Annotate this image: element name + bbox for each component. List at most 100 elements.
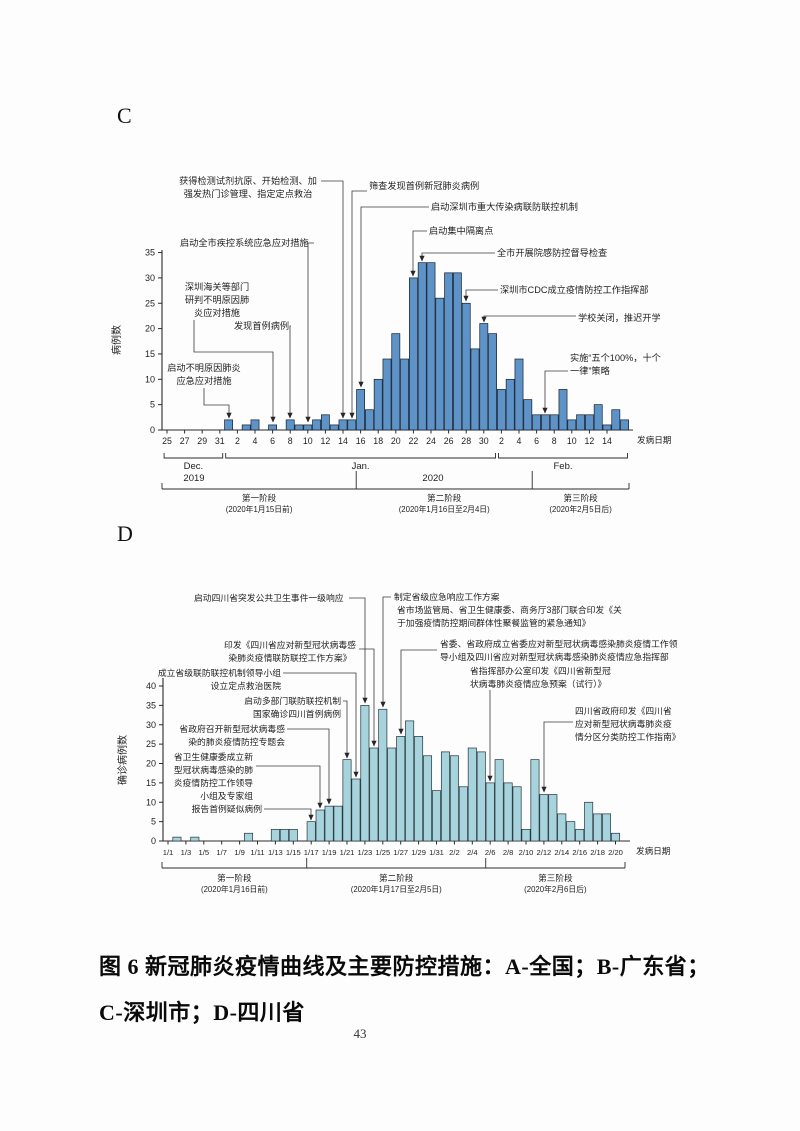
annotation-connector [349, 597, 366, 703]
annotation-text: 实施“五个100%，十个 [570, 352, 661, 363]
bar [567, 419, 577, 431]
caption-line-1: 图 6 新冠肺炎疫情曲线及主要防控措施：A-全国；B-广东省； [99, 954, 710, 979]
x-tick-label: 20 [391, 436, 401, 446]
arrowhead-icon [344, 752, 350, 759]
annotation-text: 启动全市疾控系统应急应对措施 [180, 237, 309, 248]
x-tick-label: 2/8 [503, 848, 514, 857]
bar [244, 832, 254, 842]
bar [575, 829, 585, 842]
x-tick-label: 1/27 [393, 848, 408, 857]
bar [485, 782, 495, 842]
bar [423, 755, 433, 842]
annotation-connector [382, 596, 391, 707]
bar [360, 705, 370, 842]
y-tick-label: 10 [146, 797, 156, 807]
bar [288, 829, 298, 842]
annotation-text: 研判不明原因肺 [185, 294, 249, 305]
bar [514, 358, 524, 431]
annotation-connector [289, 325, 291, 418]
annotation-text: 启动四川省突发公共卫生事件一级响应 [194, 592, 344, 603]
arrowhead-icon [419, 255, 425, 262]
y-tick-label: 0 [150, 425, 155, 435]
annotation-text: 深圳海关等部门 [185, 281, 249, 292]
annotation-text: 省政府召开新型冠状病毒感 [179, 723, 285, 734]
y-axis-label: 确诊病例数 [116, 735, 129, 785]
bar [476, 751, 486, 842]
bar [409, 277, 418, 431]
x-tick-label: 10 [567, 436, 577, 446]
bar [539, 794, 549, 842]
bar [378, 708, 388, 842]
x-tick-label: 12 [585, 436, 595, 446]
annotation-connector [321, 180, 344, 418]
bar [602, 424, 612, 431]
bar [602, 813, 612, 842]
y-axis-label: 病例数 [110, 325, 123, 355]
y-tick-label: 15 [145, 349, 155, 359]
annotation-connector [203, 388, 230, 418]
arrowhead-icon [340, 412, 346, 419]
bar [279, 829, 289, 842]
annotation-connector [543, 721, 573, 792]
x-tick-label: 8 [288, 436, 293, 446]
bar [503, 782, 513, 842]
bar [400, 358, 409, 431]
x-tick-label: 27 [180, 436, 190, 446]
arrowhead-icon [317, 802, 323, 809]
annotation-text: 应急应对措施 [176, 375, 231, 386]
x-tick-label: 1/31 [429, 848, 444, 857]
x-tick-label: 1/7 [216, 848, 227, 857]
annotation-text: 省市场监管局、省卫生健康委、商务厅3部门联合印发《关 [397, 604, 622, 615]
bar [241, 424, 251, 431]
y-tick-label: 25 [145, 298, 155, 308]
annotation-connector [283, 672, 357, 777]
page-number: 43 [353, 1026, 367, 1041]
x-tick-label: 2/14 [554, 848, 569, 857]
chart-sichuan: 0 5 10 15 20 25 30 35 40 确诊病例数 1/1 1/3 1/5 1/7 1/9 1/11… [116, 591, 681, 894]
y-tick-label: 10 [145, 374, 155, 384]
x-tick-label: 1/1 [163, 848, 174, 857]
stage-label: 第一阶段 [242, 492, 277, 503]
y-tick-label: 40 [146, 681, 156, 691]
bar [558, 389, 568, 431]
x-tick-label: 1/25 [375, 848, 390, 857]
annotation-connector [343, 700, 348, 758]
bar [566, 821, 576, 842]
stage-dates: (2020年1月16日前) [201, 884, 268, 894]
x-tick-label: 10 [303, 436, 313, 446]
bar [444, 272, 453, 431]
bar [557, 813, 567, 842]
x-tick-label: 16 [356, 436, 366, 446]
annotation-text: 制定省级应急响应工作方案 [394, 591, 500, 602]
bar [294, 424, 304, 431]
x-tick-label: 2/4 [467, 848, 478, 857]
annotation-connector [287, 728, 330, 804]
annotation-text: 全市开展院感防控督导检查 [497, 247, 607, 258]
annotation-text: 四川省政府印发《四川省 [575, 705, 672, 716]
bar [432, 790, 441, 842]
annotation-connector [465, 289, 498, 301]
x-tick-label: 1/11 [250, 848, 264, 857]
arrowhead-icon [349, 412, 355, 419]
arrowhead-icon [305, 416, 311, 423]
x-tick-label: 29 [197, 436, 207, 446]
x-tick-label: 2/16 [572, 848, 587, 857]
annotation-text: 染肺炎疫情联防联控工作方案》 [228, 652, 351, 663]
arrowhead-icon [287, 412, 293, 419]
annotation-text: 印发《四川省应对新型冠状病毒感 [224, 639, 356, 650]
stage-label: 第二阶段 [379, 872, 414, 883]
x-axis-label: 发病日期 [636, 845, 670, 856]
bar [333, 805, 343, 842]
annotation-text: 深圳市CDC成立疫情防控工作指挥部 [500, 284, 649, 295]
x-tick-label: 12 [321, 436, 331, 446]
x-tick-label: 4 [253, 436, 258, 446]
y-tick-label: 35 [146, 700, 156, 710]
arrowhead-icon [326, 798, 332, 805]
bar [521, 829, 531, 842]
x-tick-label: 2/18 [590, 848, 605, 857]
bar [356, 389, 365, 431]
bar [512, 786, 522, 842]
annotation-connector [421, 252, 495, 261]
bar [467, 747, 477, 842]
panel-label-d: D [117, 521, 133, 546]
